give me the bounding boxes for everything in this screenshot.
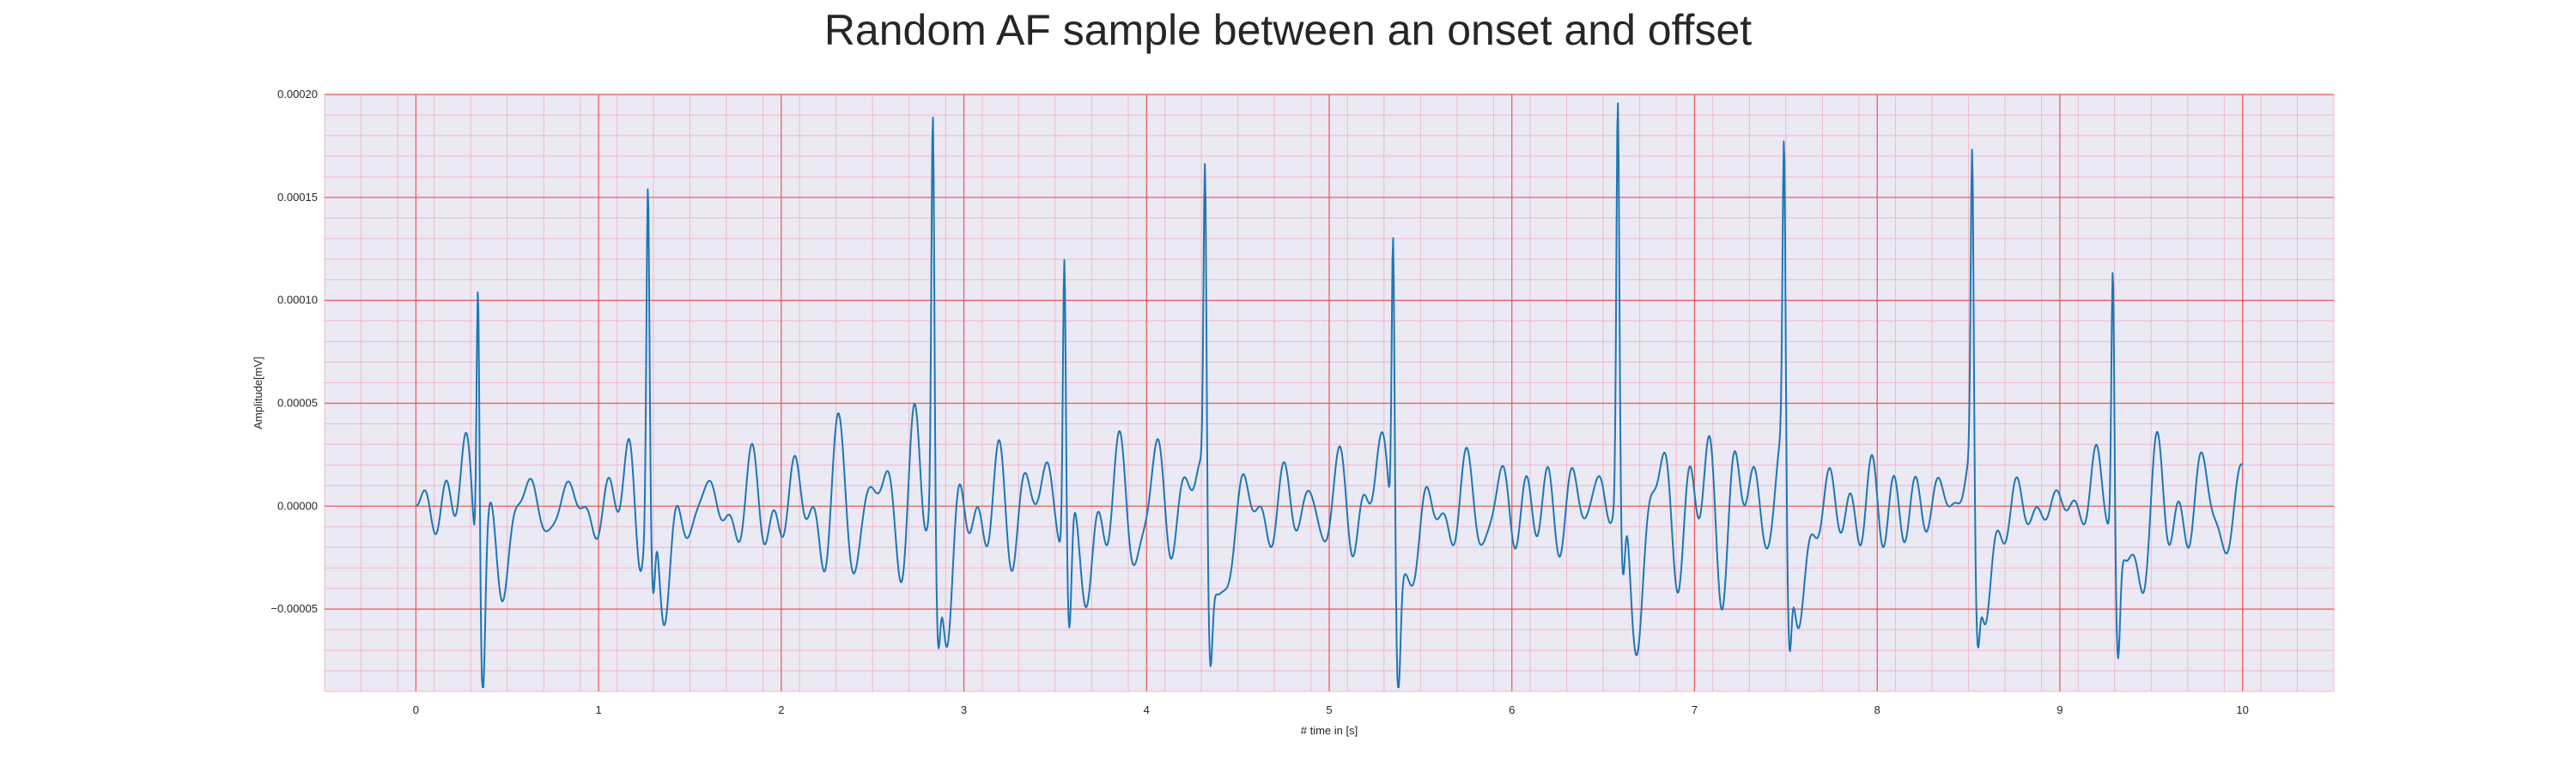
major-grid xyxy=(325,94,2334,691)
y-tick-label: 0.00010 xyxy=(277,294,318,307)
y-tick-label: 0.00005 xyxy=(277,396,318,409)
x-tick-label: 4 xyxy=(1144,703,1150,716)
ecg-signal-line xyxy=(416,102,2244,689)
x-tick-label: 1 xyxy=(595,703,601,716)
x-tick-label: 9 xyxy=(2057,703,2063,716)
x-axis-label: # time in [s] xyxy=(1301,724,1358,737)
x-tick-label: 8 xyxy=(1874,703,1880,716)
chart-title: Random AF sample between an onset and of… xyxy=(823,6,1753,54)
x-tick-labels: 0 1 2 3 4 5 6 7 8 9 10 xyxy=(413,703,2249,716)
x-tick-label: 0 xyxy=(413,703,419,716)
x-tick-label: 5 xyxy=(1326,703,1332,716)
x-tick-label: 2 xyxy=(778,703,784,716)
y-tick-label: 0.00000 xyxy=(277,499,318,512)
y-tick-label: 0.00020 xyxy=(277,88,318,100)
y-axis-label: Amplitude[mV] xyxy=(252,356,264,429)
y-tick-labels: −0.00005 0.00000 0.00005 0.00010 0.00015 0.00… xyxy=(270,88,318,615)
series-layer xyxy=(416,102,2244,689)
x-tick-label: 6 xyxy=(1509,703,1515,716)
x-tick-label: 3 xyxy=(961,703,967,716)
y-tick-label: 0.00015 xyxy=(277,191,318,204)
x-tick-label: 7 xyxy=(1692,703,1698,716)
y-tick-label: −0.00005 xyxy=(270,602,318,615)
x-tick-label: 10 xyxy=(2236,703,2248,716)
